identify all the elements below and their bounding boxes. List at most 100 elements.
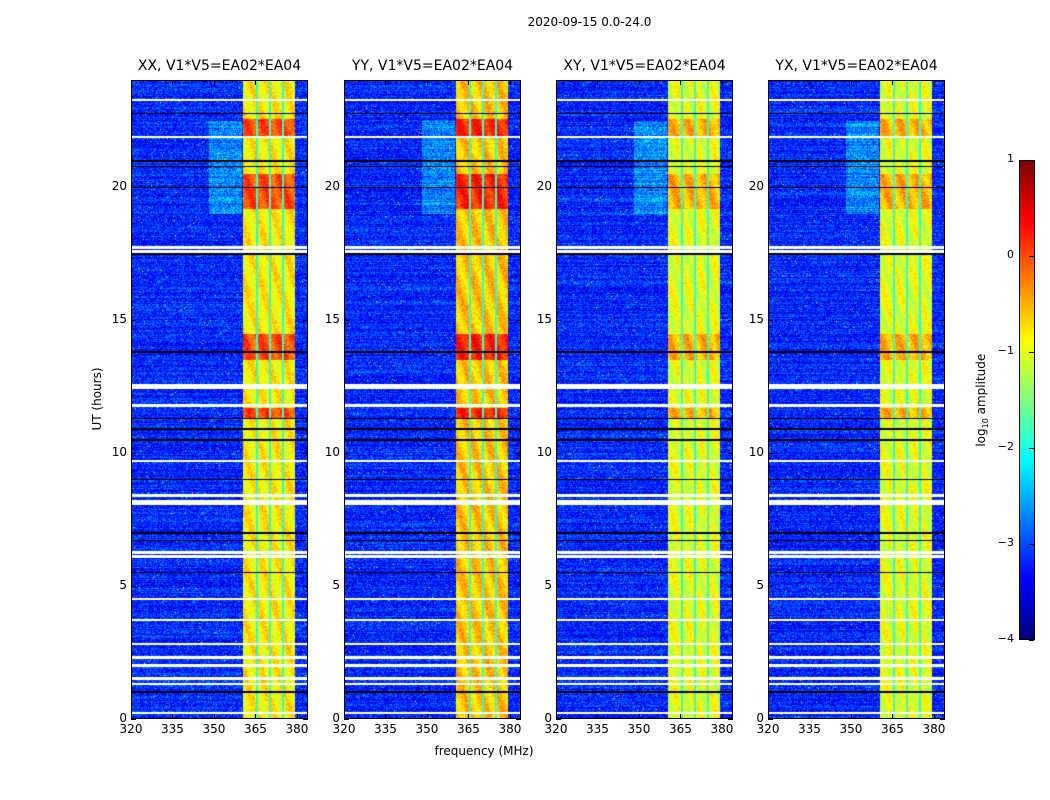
x-tick-label: 365 [457,722,480,736]
y-tick [556,186,561,188]
x-tick [296,80,298,85]
y-tick [940,452,945,454]
y-tick-label: 10 [111,444,127,459]
y-tick [516,719,521,720]
x-tick-label: 380 [498,722,522,736]
x-tick-label: 335 [374,722,397,736]
y-tick-label: 0 [756,711,764,725]
y-tick [131,452,136,454]
x-tick [556,714,557,719]
spectrogram-panel [131,80,308,719]
panel-title: XY, V1*V5=EA02*EA04 [563,58,726,74]
x-tick [296,714,298,719]
y-tick [344,452,349,454]
spectrogram-panel [768,80,945,719]
y-tick-label: 20 [324,178,340,193]
x-tick [850,714,852,719]
x-tick [255,714,257,719]
x-tick [680,80,682,85]
y-tick [131,585,136,587]
y-tick [940,186,945,188]
x-tick [933,714,935,719]
y-tick-label: 10 [748,444,764,459]
x-tick-label: 320 [119,722,143,736]
y-tick-label: 15 [111,311,127,326]
x-tick-label: 365 [669,722,692,736]
y-tick [556,319,561,321]
y-tick-label: 10 [324,444,340,459]
x-tick [768,80,769,85]
x-tick-label: 380 [922,722,946,736]
y-tick [940,319,945,321]
colorbar-tick [1029,640,1034,641]
y-tick [516,585,521,587]
panel-title: XX, V1*V5=EA02*EA04 [137,58,302,74]
colorbar-tick-label: 0 [1007,248,1014,261]
y-tick [344,186,349,188]
y-tick-label: 5 [756,577,764,592]
heatmap-cells [132,81,307,718]
x-tick [213,714,215,719]
y-tick [303,319,308,321]
x-tick [721,80,723,85]
y-tick-label: 5 [544,577,552,592]
y-tick [556,719,561,720]
y-tick [131,186,136,188]
spectrogram-panel [556,80,733,719]
x-tick [131,80,132,85]
colorbar-tick [1029,160,1034,161]
x-tick-label: 320 [544,722,568,736]
y-tick-label: 0 [544,711,552,725]
y-tick [303,585,308,587]
y-tick-label: 5 [119,577,127,592]
colorbar-tick-label: −3 [997,536,1014,549]
y-tick [768,585,773,587]
colorbar-tick-label: −2 [997,440,1014,453]
x-tick [768,714,769,719]
colorbar-tick [1029,448,1034,449]
colorbar-tick-label: −4 [997,632,1014,645]
y-tick-label: 5 [332,577,340,592]
y-tick [303,719,308,720]
x-tick [850,80,852,85]
x-tick [385,714,387,719]
x-tick-label: 335 [798,722,821,736]
x-tick [892,714,894,719]
heatmap-cells [345,81,520,718]
y-tick [344,319,349,321]
x-tick [344,80,345,85]
figure-title: 2020-09-15 0.0-24.0 [527,15,652,29]
x-tick-label: 320 [756,722,780,736]
y-tick [303,452,308,454]
y-tick [131,719,136,720]
x-tick [172,714,174,719]
x-tick-label: 320 [332,722,356,736]
x-tick [468,714,470,719]
y-axis-label: UT (hours) [90,367,104,431]
colorbar-tick [1029,256,1034,257]
x-tick [131,714,132,719]
y-tick [131,319,136,321]
x-tick-label: 350 [627,722,651,736]
x-tick [638,80,640,85]
y-tick [940,585,945,587]
x-tick [892,80,894,85]
y-tick [768,719,773,720]
x-tick [933,80,935,85]
y-tick [344,719,349,720]
y-tick [516,452,521,454]
colorbar-tick [1029,352,1034,353]
y-tick-label: 15 [324,311,340,326]
y-tick-label: 15 [748,311,764,326]
x-tick-label: 335 [586,722,609,736]
x-tick [809,80,811,85]
y-tick [728,319,733,321]
y-tick [516,319,521,321]
x-tick [344,714,345,719]
x-tick [638,714,640,719]
y-tick [768,452,773,454]
x-tick [721,714,723,719]
x-tick-label: 365 [881,722,904,736]
y-tick [344,585,349,587]
y-tick-label: 20 [536,178,552,193]
